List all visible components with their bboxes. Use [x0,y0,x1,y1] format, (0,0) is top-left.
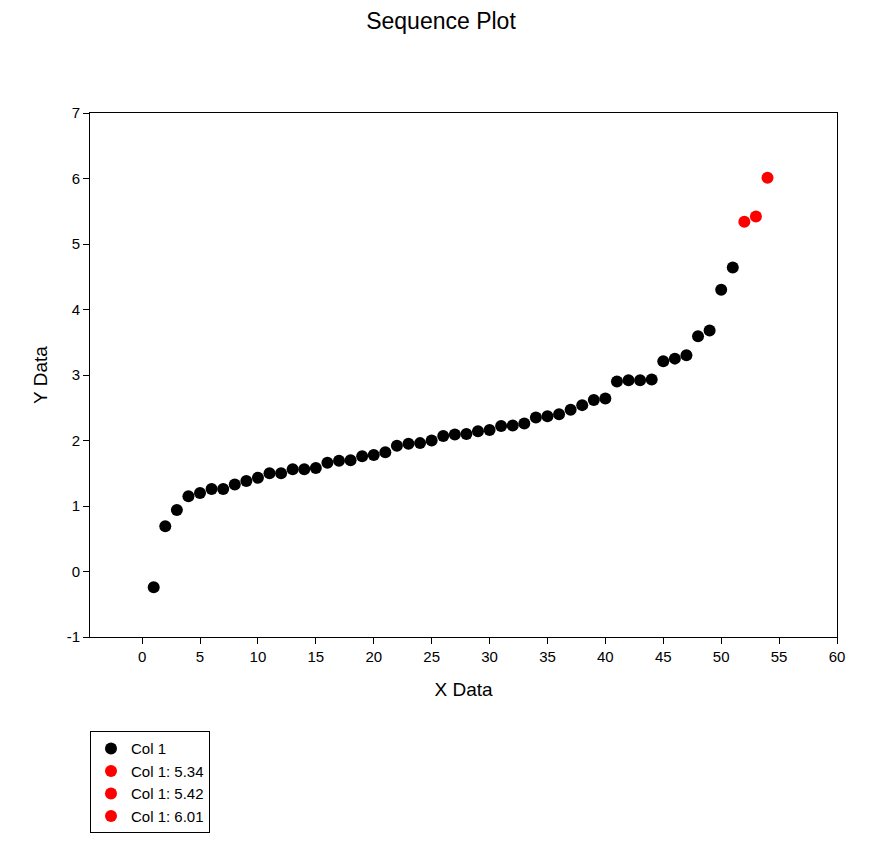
svg-text:Col 1: 6.01: Col 1: 6.01 [131,808,204,825]
svg-text:Y Data: Y Data [30,346,51,404]
svg-text:5: 5 [196,648,204,665]
svg-text:5: 5 [72,235,80,252]
svg-text:Col 1: Col 1 [131,740,166,757]
svg-text:-1: -1 [67,628,80,645]
svg-text:7: 7 [72,104,80,121]
svg-text:55: 55 [771,648,788,665]
svg-text:4: 4 [72,301,80,318]
svg-text:25: 25 [423,648,440,665]
svg-text:Sequence Plot: Sequence Plot [366,8,516,34]
svg-text:Col 1: 5.42: Col 1: 5.42 [131,785,204,802]
svg-text:20: 20 [365,648,382,665]
svg-text:60: 60 [829,648,846,665]
svg-text:6: 6 [72,170,80,187]
svg-text:35: 35 [539,648,556,665]
svg-text:10: 10 [250,648,267,665]
svg-text:3: 3 [72,366,80,383]
svg-text:Col 1: 5.34: Col 1: 5.34 [131,763,204,780]
svg-text:45: 45 [655,648,672,665]
svg-text:0: 0 [72,563,80,580]
svg-text:40: 40 [597,648,614,665]
svg-text:0: 0 [138,648,146,665]
svg-text:50: 50 [713,648,730,665]
svg-text:X Data: X Data [434,679,493,700]
svg-text:30: 30 [481,648,498,665]
svg-text:15: 15 [307,648,324,665]
svg-text:1: 1 [72,497,80,514]
svg-text:2: 2 [72,432,80,449]
